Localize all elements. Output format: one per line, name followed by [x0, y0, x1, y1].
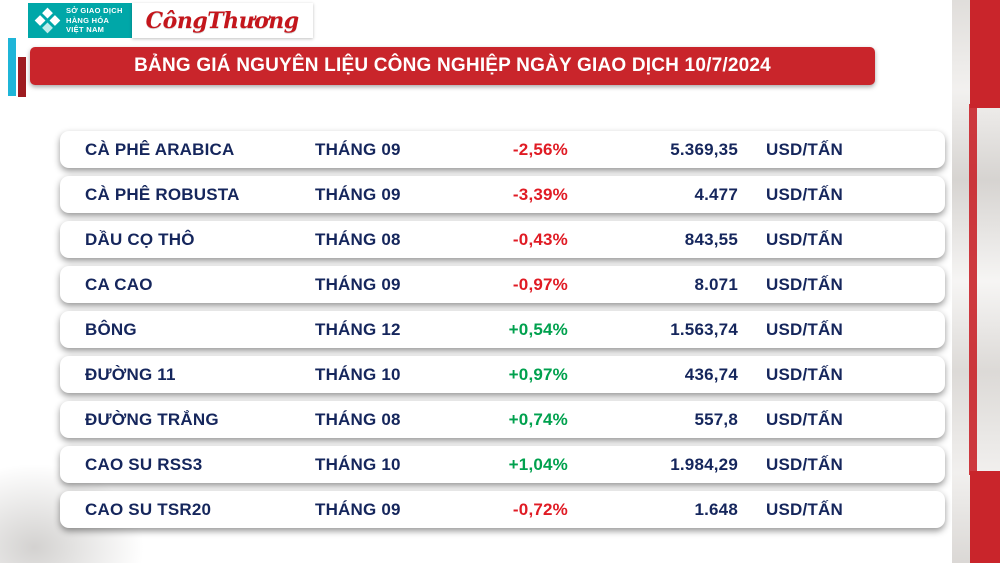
price-unit: USD/TẤN: [766, 184, 843, 204]
contract-month: THÁNG 09: [315, 499, 401, 519]
mxv-line1: SỞ GIAO DỊCH: [66, 5, 123, 15]
price-value: 557,8: [694, 409, 738, 429]
percent-change: +0,97%: [508, 364, 568, 384]
commodity-name: CAO SU RSS3: [85, 454, 203, 474]
price-unit: USD/TẤN: [766, 319, 843, 339]
congthuong-logo-text: CôngThương: [145, 7, 299, 34]
commodity-name: CÀ PHÊ ROBUSTA: [85, 184, 240, 204]
price-value: 5.369,35: [670, 139, 738, 159]
commodity-name: CÀ PHÊ ARABICA: [85, 139, 235, 159]
price-value: 8.071: [694, 274, 738, 294]
percent-change: -0,97%: [512, 274, 568, 294]
table-row: ĐƯỜNG TRẮNG THÁNG 08 +0,74% 557,8 USD/TẤ…: [60, 401, 945, 438]
table-row: CA CAO THÁNG 09 -0,97% 8.071 USD/TẤN: [60, 266, 945, 303]
price-value: 1.984,29: [670, 454, 738, 474]
price-value: 4.477: [694, 184, 738, 204]
price-value: 1.648: [694, 499, 738, 519]
percent-change: -0,72%: [512, 499, 568, 519]
mxv-logo: SỞ GIAO DỊCH HÀNG HÓA VIỆT NAM: [28, 3, 132, 38]
table-row: CAO SU TSR20 THÁNG 09 -0,72% 1.648 USD/T…: [60, 491, 945, 528]
percent-change: -0,43%: [512, 229, 568, 249]
commodity-name: ĐƯỜNG 11: [85, 364, 176, 384]
red-line: [969, 104, 977, 475]
table-row: CÀ PHÊ ARABICA THÁNG 09 -2,56% 5.369,35 …: [60, 131, 945, 168]
table-row: CÀ PHÊ ROBUSTA THÁNG 09 -3,39% 4.477 USD…: [60, 176, 945, 213]
commodity-name: BÔNG: [85, 319, 137, 339]
contract-month: THÁNG 10: [315, 454, 401, 474]
percent-change: +0,74%: [508, 409, 568, 429]
commodity-name: CAO SU TSR20: [85, 499, 212, 519]
price-unit: USD/TẤN: [766, 409, 843, 429]
price-unit: USD/TẤN: [766, 454, 843, 474]
contract-month: THÁNG 09: [315, 139, 401, 159]
commodity-name: DẦU CỌ THÔ: [85, 229, 195, 249]
price-unit: USD/TẤN: [766, 274, 843, 294]
congthuong-logo: CôngThương: [131, 3, 313, 38]
title-banner: BẢNG GIÁ NGUYÊN LIỆU CÔNG NGHIỆP NGÀY GI…: [30, 47, 875, 85]
price-table: CÀ PHÊ ARABICA THÁNG 09 -2,56% 5.369,35 …: [60, 131, 945, 536]
contract-month: THÁNG 09: [315, 274, 401, 294]
contract-month: THÁNG 09: [315, 184, 401, 204]
table-row: CAO SU RSS3 THÁNG 10 +1,04% 1.984,29 USD…: [60, 446, 945, 483]
table-row: DẦU CỌ THÔ THÁNG 08 -0,43% 843,55 USD/TẤ…: [60, 221, 945, 258]
percent-change: +1,04%: [508, 454, 568, 474]
red-stripe-bottom: [970, 471, 1000, 563]
price-unit: USD/TẤN: [766, 139, 843, 159]
contract-month: THÁNG 08: [315, 409, 401, 429]
mxv-line3: VIỆT NAM: [66, 25, 105, 35]
header-logos: SỞ GIAO DỊCH HÀNG HÓA VIỆT NAM CôngThươn…: [28, 3, 313, 38]
price-value: 843,55: [684, 229, 738, 249]
percent-change: -3,39%: [512, 184, 568, 204]
mxv-logo-text: SỞ GIAO DỊCH HÀNG HÓA VIỆT NAM: [66, 6, 123, 35]
commodity-name: ĐƯỜNG TRẮNG: [85, 409, 219, 429]
table-row: ĐƯỜNG 11 THÁNG 10 +0,97% 436,74 USD/TẤN: [60, 356, 945, 393]
price-unit: USD/TẤN: [766, 499, 843, 519]
price-unit: USD/TẤN: [766, 229, 843, 249]
contract-month: THÁNG 12: [315, 319, 401, 339]
mxv-diamond-icon: [34, 7, 61, 34]
right-photo-strip: [952, 0, 1000, 563]
price-unit: USD/TẤN: [766, 364, 843, 384]
commodity-name: CA CAO: [85, 274, 153, 294]
page-title: BẢNG GIÁ NGUYÊN LIỆU CÔNG NGHIỆP NGÀY GI…: [134, 55, 771, 76]
price-value: 1.563,74: [670, 319, 738, 339]
mxv-line2: HÀNG HÓA: [66, 15, 110, 25]
accent-bar-red: [18, 57, 26, 97]
contract-month: THÁNG 10: [315, 364, 401, 384]
contract-month: THÁNG 08: [315, 229, 401, 249]
red-stripe-top: [970, 0, 1000, 108]
accent-bar-cyan: [8, 38, 16, 96]
table-row: BÔNG THÁNG 12 +0,54% 1.563,74 USD/TẤN: [60, 311, 945, 348]
percent-change: +0,54%: [508, 319, 568, 339]
price-value: 436,74: [684, 364, 738, 384]
percent-change: -2,56%: [512, 139, 568, 159]
